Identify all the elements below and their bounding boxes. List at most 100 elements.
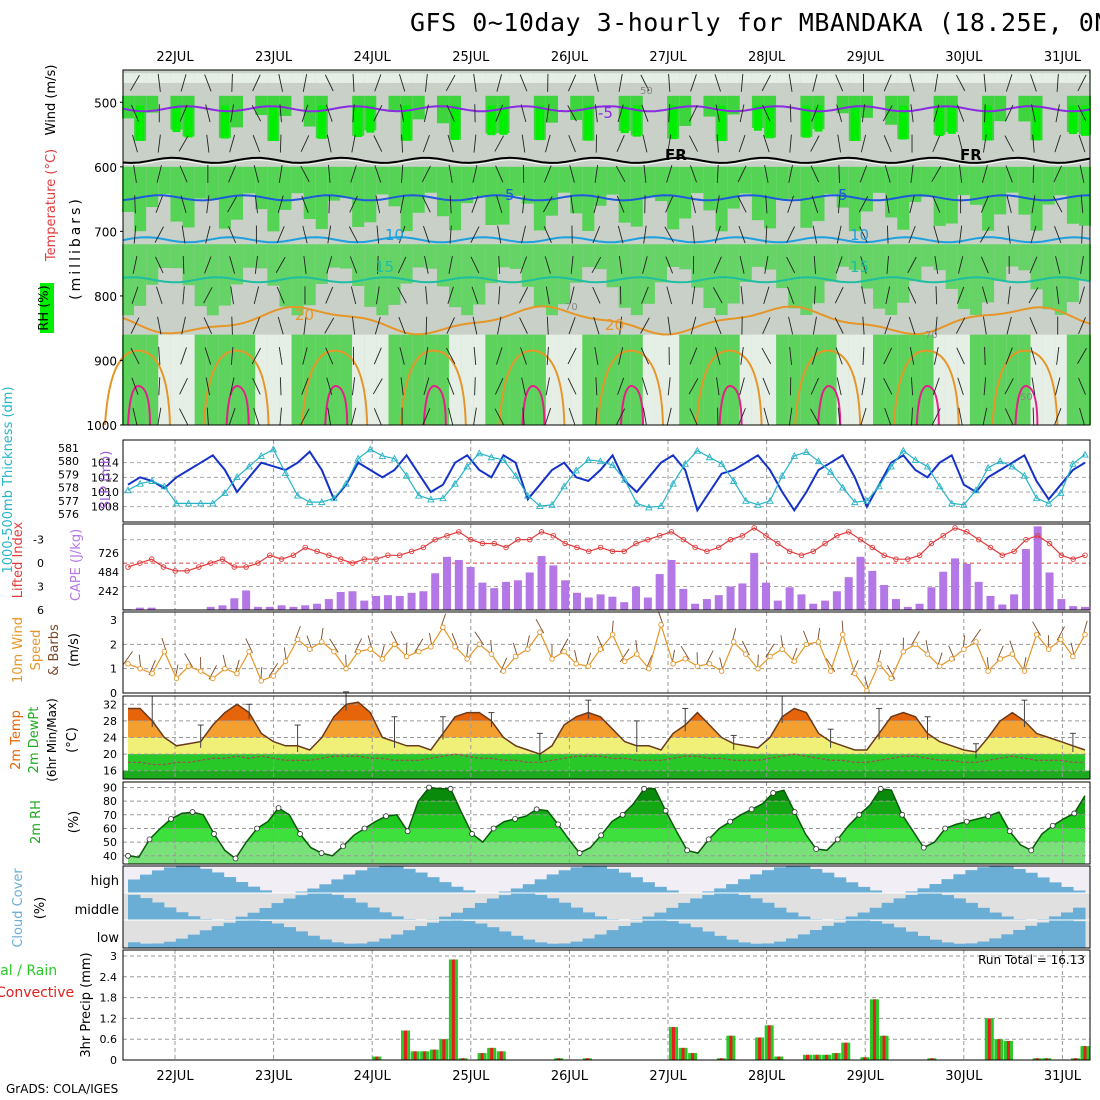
wind-barb [229,377,235,396]
wind-marker [355,648,361,655]
cape-bar [135,607,144,610]
li-marker [964,529,970,535]
precip-bar-convective [1006,1040,1010,1060]
rh-cell [1054,166,1067,196]
cloud-cell [175,912,189,920]
wind-barb [522,407,525,426]
wind-barb [252,377,261,395]
rh-cell [594,73,607,83]
isotherm-line [597,349,664,426]
wind-barb [789,134,792,153]
wind-barb [521,134,526,153]
wind-barb [447,134,454,153]
wind-barb [956,104,965,122]
thickness-marker [778,471,786,479]
rh-cell [921,334,934,425]
cloud-cell [355,943,368,948]
thickness-marker [729,477,738,484]
cloud-cell [642,920,655,948]
dewpt-line [128,753,1085,766]
wind-barb [1079,286,1085,305]
rh-cell [982,73,995,83]
wind-barb [133,164,137,183]
rh-cell [824,73,837,83]
rh-cell [715,334,728,425]
wind-marker [634,651,640,657]
isotherm-line [794,349,862,426]
legend-rh: RH (%) [37,285,52,330]
li-marker [491,540,498,547]
wind-barb [789,346,793,365]
wind-barb [231,316,233,335]
precip-bar-convective [882,1035,886,1060]
rh-cell [848,244,861,270]
wind-barb [156,165,162,183]
wind-marker [767,653,773,660]
wind-barb [664,226,674,243]
cloud-cell [343,943,356,948]
rh-cell [764,334,777,425]
cape-bar [147,607,156,610]
cloud-cell [1013,929,1026,948]
cloud-cell [726,884,739,893]
precip-bar-convective [499,1051,503,1060]
cape-bar [348,591,357,610]
cloud-cell [295,891,308,893]
wind-barb [252,74,261,92]
wind-barb [375,286,380,305]
rh-cell [739,73,752,83]
precip-bar-convective [997,1039,1001,1060]
rh-cell [691,166,704,194]
cloud-cell [128,894,141,920]
cloud-cell [917,893,930,920]
li-marker [160,564,167,570]
y-tick-label: 50 [103,836,117,849]
rh-cell [146,244,159,285]
y-tick-label: 0.6 [100,1033,118,1046]
cape-bar [726,586,735,610]
wind-marker [609,631,616,638]
rh-cell [824,334,837,425]
rh-cell [800,166,813,228]
wind-barb [883,378,893,395]
wind-barb [594,346,599,365]
wind-barb [1032,407,1035,426]
wind-barb [834,317,844,334]
rh-marker [232,855,239,862]
rh-cell [485,334,498,425]
wind-barb [569,286,575,305]
cloud-cell [654,912,667,920]
slp-tick-label: 1008 [91,501,119,514]
li-marker [361,556,368,562]
li-marker [609,548,616,555]
rh-cell [860,334,873,425]
wind-marker [597,646,604,652]
rh-cell [897,334,910,425]
wind-marker [440,624,446,631]
date-label-top: 27JUL [649,50,687,65]
legend-temperature: Temperature (°C) [44,149,59,262]
wind-barb [787,286,795,304]
cloud-cell [857,920,871,948]
wind-barb [688,378,699,395]
y-tick-label: 20 [103,748,117,761]
rh-cell [158,73,171,83]
cloud-cell [403,868,416,893]
y-tick-label: 2 [110,638,117,651]
wind-barb [130,317,140,334]
rh-cell [509,73,522,83]
thickness-marker [657,502,665,510]
rh-marker [877,785,884,792]
cloud-cell [391,916,404,920]
cloud-cell [295,895,308,920]
thickness-marker [245,462,253,470]
cloud-cell [797,866,811,893]
rh-cell [243,166,256,194]
wind-barb [203,317,213,334]
wind-barb [983,73,987,92]
cape-bar [773,600,782,610]
li-marker [810,548,817,555]
cape-bar [809,603,818,610]
thickness-marker [390,454,399,462]
cloud-cell [714,888,727,893]
